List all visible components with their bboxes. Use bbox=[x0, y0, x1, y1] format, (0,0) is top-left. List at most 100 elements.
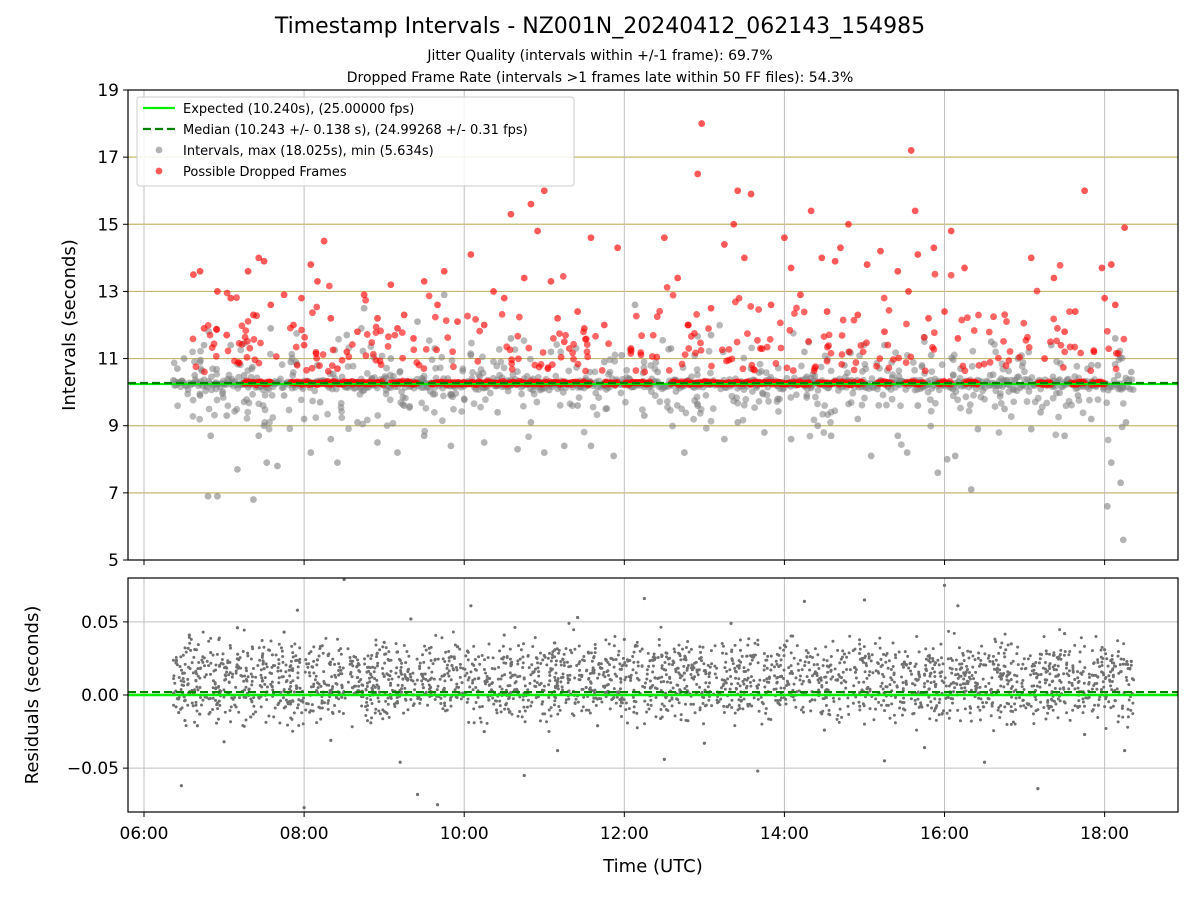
residual-point bbox=[1022, 704, 1026, 708]
residual-point bbox=[223, 710, 227, 714]
interval-point bbox=[849, 389, 857, 397]
residual-point bbox=[956, 604, 960, 608]
residual-point bbox=[785, 679, 789, 683]
residual-point bbox=[806, 651, 810, 655]
residual-point bbox=[820, 712, 824, 716]
interval-point bbox=[787, 435, 795, 443]
residual-point bbox=[507, 696, 511, 700]
residual-point bbox=[942, 681, 946, 685]
residual-point bbox=[468, 685, 472, 689]
residual-point bbox=[624, 664, 628, 668]
dropped-frame-point bbox=[863, 339, 870, 347]
residual-point bbox=[880, 663, 884, 667]
residual-point bbox=[1057, 657, 1061, 661]
residual-point bbox=[346, 680, 350, 684]
residual-point bbox=[1009, 705, 1013, 709]
residual-point bbox=[186, 646, 190, 650]
residual-point bbox=[1022, 688, 1026, 692]
residual-point bbox=[651, 670, 655, 674]
interval-point bbox=[631, 301, 639, 309]
residual-point bbox=[301, 722, 305, 726]
residual-point bbox=[1059, 648, 1063, 652]
residual-point bbox=[382, 640, 386, 644]
residual-point bbox=[560, 685, 564, 689]
dropped-frame-point bbox=[653, 313, 661, 321]
residual-point bbox=[1013, 722, 1017, 726]
residual-point bbox=[1078, 704, 1082, 708]
interval-point bbox=[196, 392, 204, 399]
residual-point bbox=[890, 678, 894, 682]
interval-point bbox=[654, 368, 662, 376]
residual-point bbox=[1073, 687, 1077, 691]
interval-point bbox=[755, 397, 763, 405]
interval-point bbox=[363, 370, 371, 377]
residual-point bbox=[962, 697, 966, 701]
residual-point bbox=[351, 686, 355, 690]
residual-point bbox=[549, 706, 553, 710]
interval-point bbox=[926, 396, 934, 404]
dropped-frame-point bbox=[1025, 343, 1033, 351]
residual-point bbox=[838, 661, 842, 665]
residual-point bbox=[401, 677, 405, 681]
residual-point bbox=[550, 653, 554, 657]
residual-point bbox=[561, 675, 565, 679]
interval-point bbox=[224, 402, 232, 410]
residual-point bbox=[829, 669, 833, 673]
residual-point bbox=[238, 696, 242, 700]
residual-point bbox=[296, 703, 300, 707]
interval-point bbox=[640, 412, 648, 420]
residual-point bbox=[239, 666, 243, 670]
residual-point bbox=[762, 664, 766, 668]
residual-point bbox=[236, 652, 240, 656]
interval-point bbox=[207, 373, 215, 381]
interval-point bbox=[1118, 423, 1126, 431]
residual-point bbox=[702, 662, 706, 666]
residual-point bbox=[831, 675, 835, 679]
residual-point bbox=[872, 718, 876, 722]
interval-point bbox=[267, 324, 275, 332]
residual-point bbox=[893, 721, 897, 725]
residual-point bbox=[614, 657, 618, 661]
residual-point bbox=[222, 695, 226, 699]
dropped-frame-point bbox=[734, 187, 742, 195]
interval-point bbox=[1010, 398, 1018, 406]
residual-point bbox=[950, 671, 954, 675]
residual-point bbox=[404, 698, 408, 702]
intervals-ytick-label: 13 bbox=[97, 282, 119, 302]
residual-point bbox=[289, 685, 293, 689]
residual-point bbox=[227, 681, 231, 685]
residual-point bbox=[1032, 668, 1036, 672]
residual-point bbox=[699, 650, 703, 654]
residual-point bbox=[181, 677, 185, 681]
residual-point bbox=[962, 677, 966, 681]
residual-point bbox=[860, 656, 864, 660]
residual-point bbox=[977, 651, 981, 655]
interval-point bbox=[580, 428, 588, 436]
interval-point bbox=[334, 459, 341, 467]
residual-point bbox=[784, 702, 788, 706]
interval-point bbox=[1127, 368, 1135, 376]
residual-point bbox=[774, 698, 778, 702]
residual-point bbox=[533, 636, 537, 640]
residual-point bbox=[277, 676, 281, 680]
residual-point bbox=[1125, 659, 1129, 663]
residual-point bbox=[249, 715, 253, 719]
dropped-frame-point bbox=[410, 346, 418, 354]
residual-point bbox=[815, 674, 819, 678]
residual-point bbox=[702, 669, 706, 673]
residual-point bbox=[902, 665, 906, 669]
residual-point bbox=[518, 657, 522, 661]
residual-point bbox=[924, 657, 928, 661]
residual-point bbox=[721, 651, 725, 655]
residual-point bbox=[663, 661, 667, 665]
residual-point bbox=[272, 715, 276, 719]
residual-point bbox=[738, 648, 742, 652]
residual-point bbox=[748, 680, 752, 684]
interval-point bbox=[680, 449, 688, 456]
dropped-frame-point bbox=[961, 264, 968, 272]
residual-point bbox=[521, 665, 525, 669]
residual-point bbox=[472, 663, 476, 667]
residual-point bbox=[485, 674, 489, 678]
residual-point bbox=[785, 639, 789, 643]
interval-point bbox=[693, 393, 701, 401]
